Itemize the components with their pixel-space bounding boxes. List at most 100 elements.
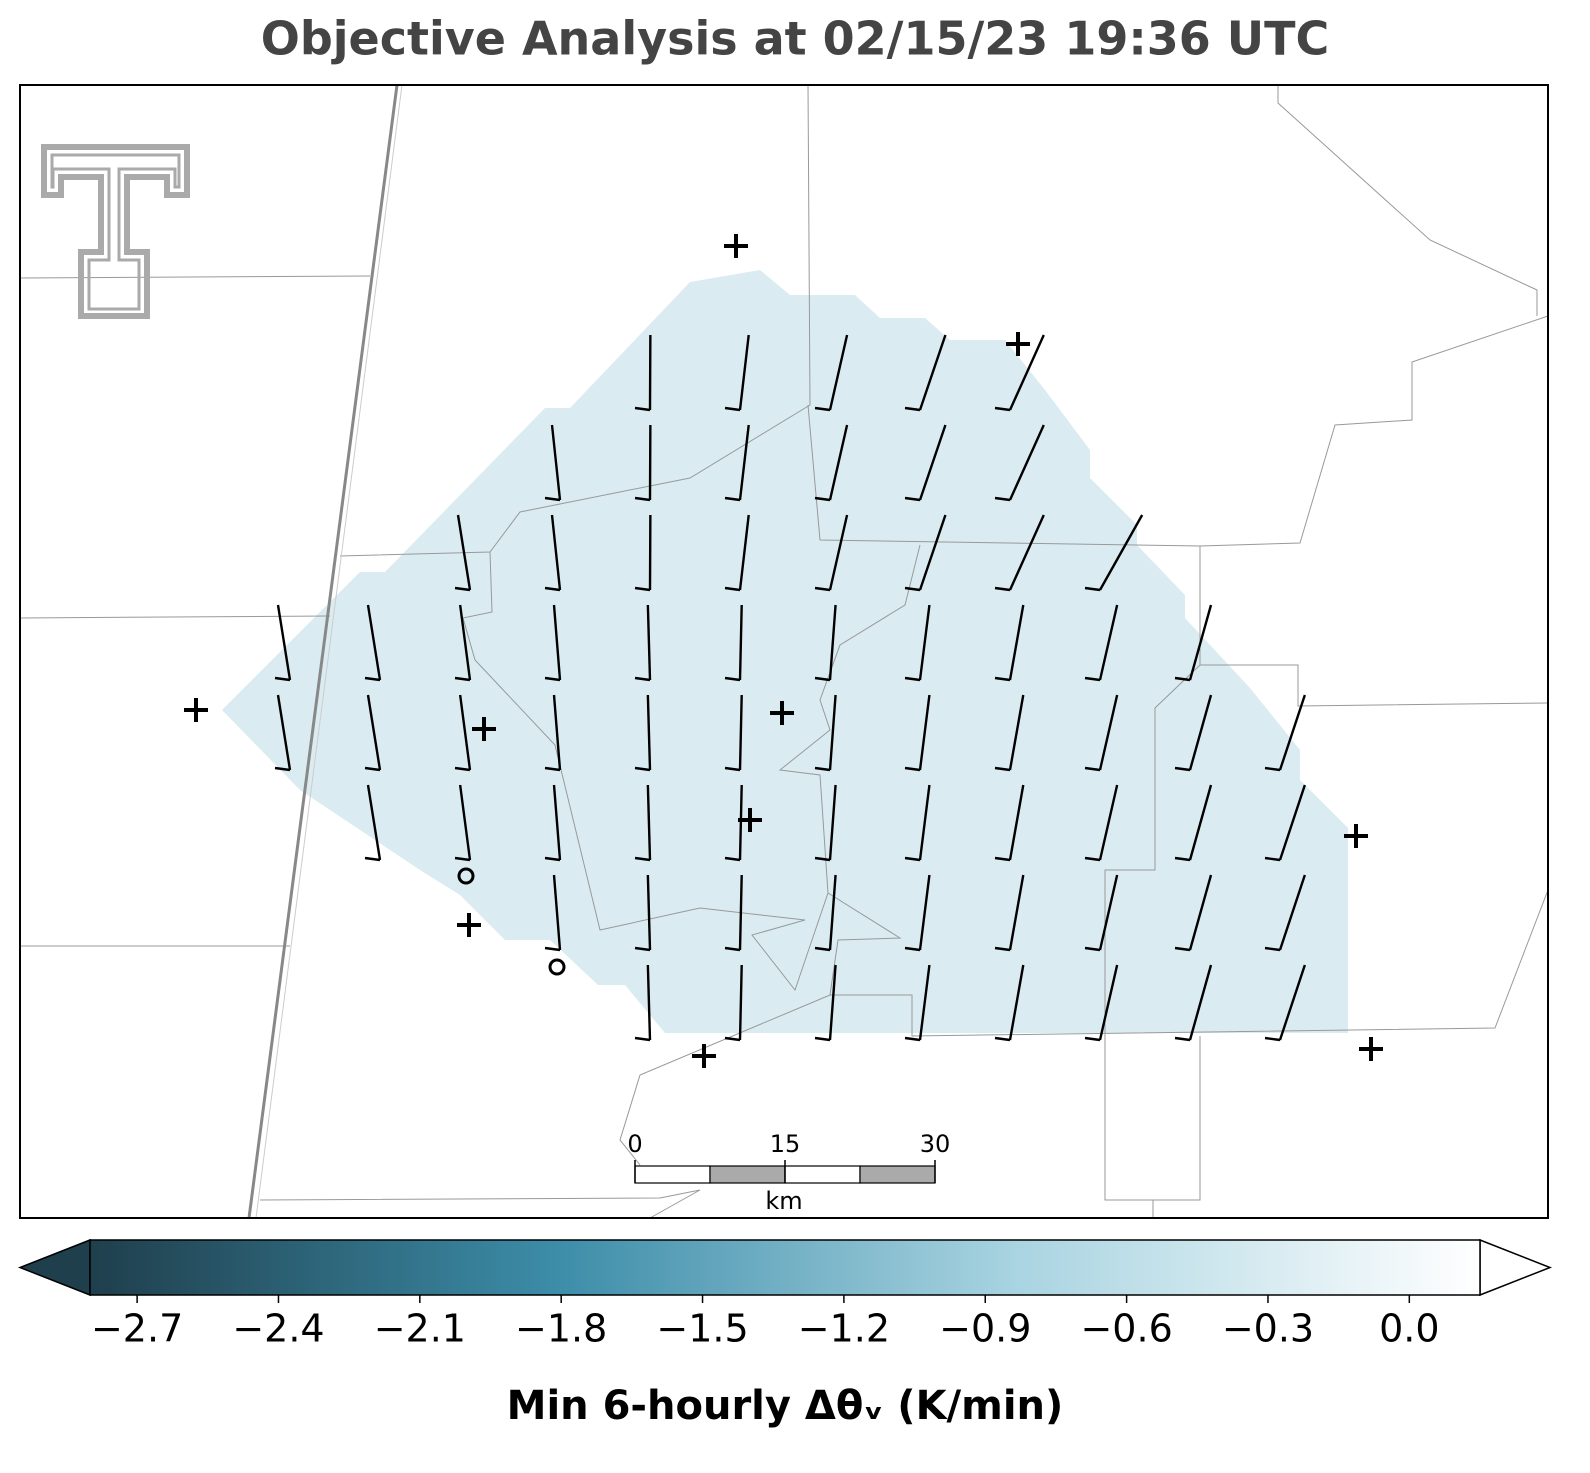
wind-barb [1174,964,1213,1042]
colorbar-tick-label: −1.2 [798,1307,890,1351]
wind-barb [274,604,292,682]
colorbar-extend-high [1479,1238,1553,1297]
scale-segment [859,1165,936,1184]
title: Objective Analysis at 02/15/23 19:36 UTC [261,12,1330,66]
wind-barb [724,784,743,862]
wind-barb [904,964,931,1042]
wind-barb [364,694,382,772]
wind-barb [634,514,652,592]
wind-barb [634,694,652,772]
wind-barb [454,694,472,772]
colorbar-extend-low [17,1238,91,1297]
colorbar-body [89,1239,1481,1296]
wind-barb [1264,874,1306,952]
wind-barb [814,874,837,952]
wind-barb [1084,694,1119,772]
wind-barb [1174,784,1213,862]
wind-barbs [274,334,1306,1042]
wind-barb [724,964,743,1042]
wind-barb [814,694,837,772]
wind-barb [634,964,652,1042]
wind-barb [904,514,947,592]
wind-barb [904,874,931,952]
wind-barb [454,514,472,592]
wind-barb [994,424,1045,502]
wind-barb [544,424,562,502]
stations [184,234,1383,1068]
wind-barb [1264,784,1306,862]
wind-barb [544,514,562,592]
wind-barb [454,604,472,682]
scale-unit: km [765,1187,802,1215]
wind-barb [994,784,1025,862]
wind-barb [994,874,1025,952]
wind-barb [814,514,849,592]
map-frame [19,84,1549,1219]
wind-barb [454,784,472,862]
wind-barb [724,604,743,682]
wind-barb [724,694,743,772]
wind-barb [1174,874,1213,952]
colorbar-label: Min 6-hourly Δθᵥ (K/min) [507,1383,1064,1429]
wind-barb [544,604,562,682]
map: km 0 15 30 [19,84,1549,1219]
colorbar-tick-label: −2.7 [91,1307,183,1351]
scale-tick-label: 0 [627,1130,642,1158]
wind-barb [904,424,947,502]
wind-barb [1084,784,1119,862]
wind-barb [904,694,931,772]
scale-bar: km 0 15 30 [627,1130,950,1215]
wind-barb [634,334,652,412]
wind-barb [994,334,1045,412]
wind-barb [1084,964,1119,1042]
wind-barb [724,874,743,952]
wind-barb [994,604,1025,682]
wind-barb [364,604,382,682]
wind-barb [904,784,931,862]
wind-barb [1084,874,1119,952]
colorbar: Min 6-hourly Δθᵥ (K/min) −2.7 −2.4 −2.1 −1.… [17,1238,1553,1429]
wind-barb [724,514,750,592]
wind-barb [1084,604,1119,682]
colorbar-tick-label: −1.8 [515,1307,607,1351]
wind-barb [634,604,652,682]
scale-tick-label: 30 [920,1130,951,1158]
wind-barb [544,784,562,862]
wind-barb [1174,604,1213,682]
colorbar-tick-label: −0.9 [939,1307,1031,1351]
wind-barb [634,784,652,862]
wind-barb [634,424,652,502]
scale-segment [634,1165,711,1184]
wind-barb [544,694,562,772]
scale-tick-label: 15 [770,1130,801,1158]
wind-barb [814,334,849,412]
colorbar-tick-label: −0.6 [1080,1307,1172,1351]
county-lines [19,84,1549,1219]
wind-barb [904,604,931,682]
colorbar-tick-label: −2.4 [232,1307,324,1351]
wind-barb [814,604,837,682]
wind-barb [1264,964,1306,1042]
wind-barb [1174,694,1213,772]
colorbar-tick-label: 0.0 [1379,1307,1439,1351]
wind-barb [814,964,837,1042]
wind-barb [994,694,1025,772]
scale-segment [784,1165,861,1184]
wind-barb [994,514,1045,592]
wind-barb [814,424,849,502]
analysis-field [222,270,1348,1033]
colorbar-tick-label: −2.1 [374,1307,466,1351]
wind-barb [994,964,1025,1042]
wind-barb [904,334,947,412]
wind-barb [364,784,382,862]
colorbar-tick-label: −1.5 [656,1307,748,1351]
wind-barb [634,874,652,952]
wind-barb [274,694,292,772]
colorbar-tick-label: −0.3 [1222,1307,1314,1351]
wind-barb [544,874,562,952]
wind-barb [724,334,750,412]
wind-barb [724,424,750,502]
logo [41,144,190,319]
wind-barb [814,784,837,862]
